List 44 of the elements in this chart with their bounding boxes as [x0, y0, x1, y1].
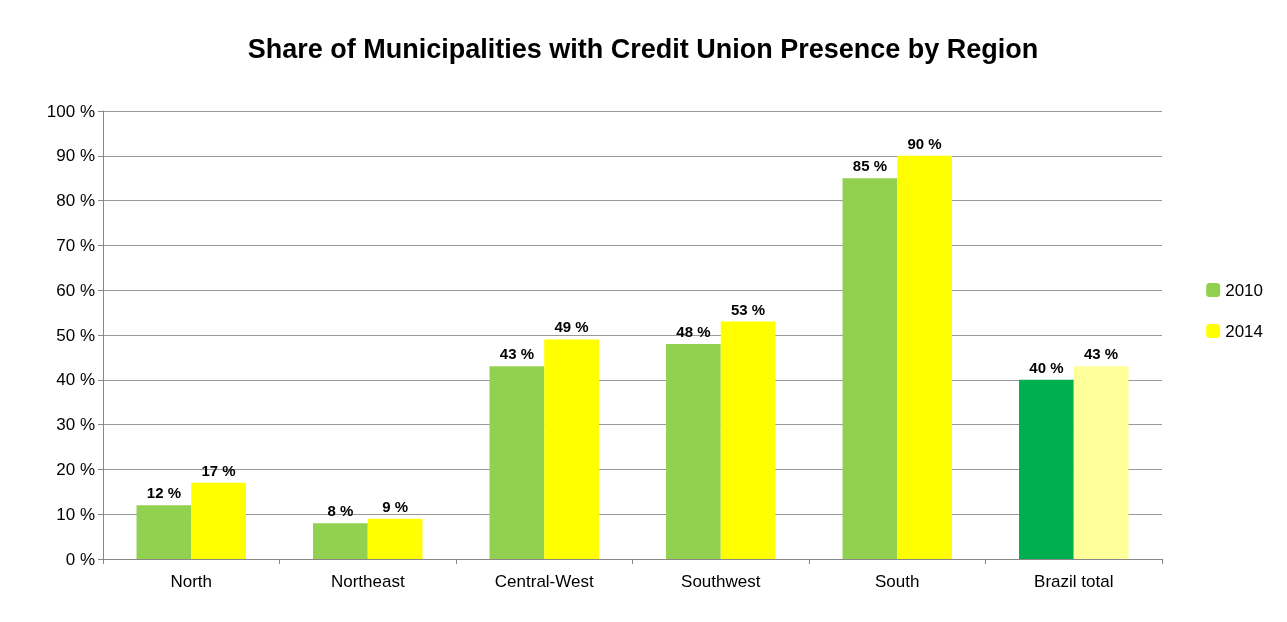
bar [897, 155, 952, 559]
bar [136, 505, 192, 559]
x-tick-label: North [170, 572, 213, 591]
bar [1073, 366, 1129, 559]
legend-label: 2014 [1225, 321, 1264, 341]
x-tick-label: South [875, 572, 920, 591]
y-tick-label: 10 % [56, 504, 95, 524]
y-tick-label: 40 % [56, 370, 95, 390]
y-tick-label: 50 % [56, 325, 95, 345]
y-tick-label: 0 % [65, 549, 95, 569]
x-tick-label: Southwest [681, 572, 761, 591]
y-tick-label: 70 % [56, 235, 95, 255]
y-tick-label: 100 % [46, 101, 95, 121]
data-label: 43 % [499, 345, 534, 363]
y-tick-label: 80 % [56, 191, 95, 211]
x-tick-label: Northeast [330, 572, 405, 591]
data-label: 12 % [146, 484, 181, 502]
y-tick-label: 90 % [56, 146, 95, 166]
bar [720, 321, 776, 559]
bar [544, 339, 599, 559]
x-tick-label: Central-West [494, 572, 594, 591]
bar [842, 178, 898, 559]
bar [666, 343, 721, 559]
legend-label: 2010 [1225, 280, 1264, 300]
y-tick-label: 30 % [56, 415, 95, 435]
chart-title: Share of Municipalities with Credit Union Presence by Region [247, 33, 1039, 64]
data-label: 85 % [852, 157, 887, 175]
data-label: 8 % [327, 502, 354, 520]
data-label: 48 % [676, 322, 711, 340]
bar [367, 518, 423, 559]
bar [489, 366, 545, 559]
x-tick-label: Brazil total [1034, 572, 1114, 591]
data-label: 53 % [731, 300, 766, 318]
data-label: 90 % [907, 134, 942, 152]
y-tick-label: 20 % [56, 459, 95, 479]
data-label: 40 % [1029, 358, 1064, 376]
bar [313, 523, 368, 559]
bar [1019, 379, 1074, 559]
bar [191, 482, 246, 559]
data-label: 43 % [1084, 345, 1119, 363]
data-label: 9 % [382, 497, 409, 515]
y-tick-label: 60 % [56, 280, 95, 300]
data-label: 49 % [554, 318, 589, 336]
data-label: 17 % [201, 461, 236, 479]
